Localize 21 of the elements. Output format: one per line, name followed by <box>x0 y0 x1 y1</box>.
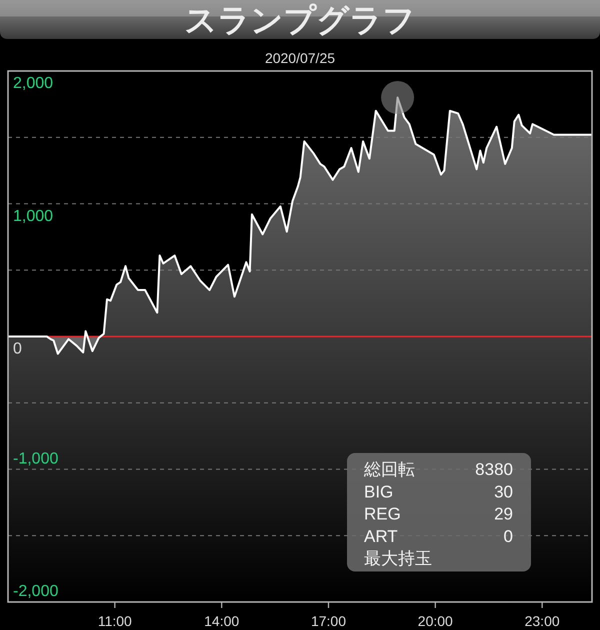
annotation: 29 <box>494 504 513 524</box>
x-tick-label: 23:00 <box>524 613 560 629</box>
annotation: 30 <box>494 482 513 502</box>
x-tick-label: 20:00 <box>418 613 454 629</box>
y-tick-label: 2,000 <box>13 75 54 92</box>
annotation: ART <box>364 526 398 546</box>
annotation: 0 <box>504 526 513 546</box>
annotation: 最大持玉 <box>364 549 432 568</box>
annotation: 総回転 <box>363 460 415 479</box>
x-tick-label: 17:00 <box>310 613 346 629</box>
chart-subtitle: 2020/07/25 <box>264 50 336 66</box>
y-tick-label: 1,000 <box>13 208 54 225</box>
y-tick-label: -1,000 <box>13 450 58 468</box>
annotation: REG <box>364 504 401 524</box>
y-tick-label: -2,000 <box>13 583 58 600</box>
annotation: BIG <box>364 482 394 502</box>
annotation: 8380 <box>475 460 513 479</box>
y-tick-label: 0 <box>13 340 22 358</box>
x-tick-label: 11:00 <box>98 613 132 629</box>
chart-title: スランプグラフ <box>184 2 416 38</box>
x-tick-label: 14:00 <box>204 613 240 629</box>
